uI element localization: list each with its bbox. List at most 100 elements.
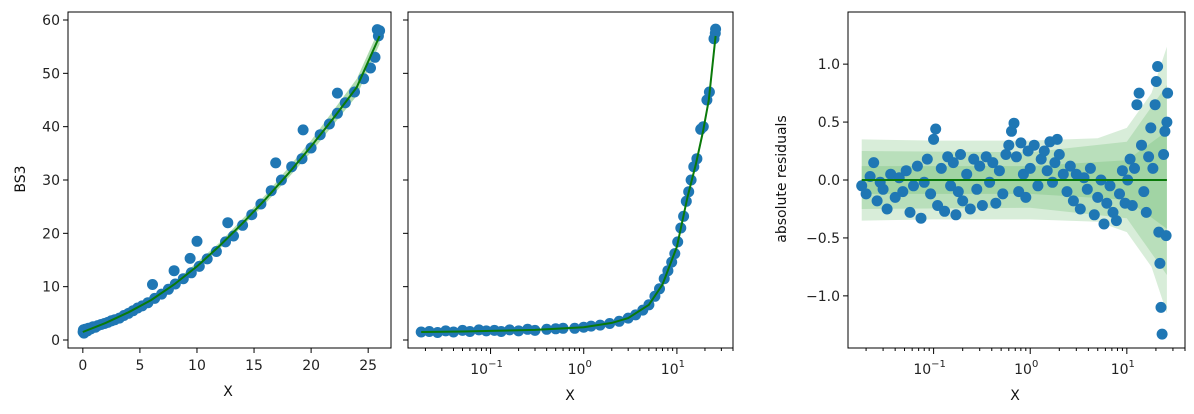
panel2-ylabel: absolute residuals (774, 115, 790, 242)
panel-log-fit: 10−1 100 101 (403, 11, 734, 378)
data-point (1126, 200, 1138, 211)
data-point (1041, 165, 1053, 177)
ytick-label-0-0: 0 (51, 333, 60, 349)
data-point (950, 209, 962, 221)
data-point (918, 176, 930, 188)
data-point (1152, 61, 1164, 72)
data-point (1074, 203, 1086, 215)
plot-frame-2 (847, 11, 1186, 349)
data-point (1020, 191, 1032, 203)
ytick-label-0-3: 30 (42, 173, 60, 189)
data-point (1138, 186, 1150, 198)
ytick-label-0-5: 50 (42, 66, 60, 82)
data-point (885, 168, 897, 180)
data-point (952, 186, 964, 198)
fit-line (82, 35, 381, 333)
data-point (365, 62, 376, 74)
data-point (945, 180, 957, 192)
plot-area-1 (415, 23, 722, 338)
xtick-label-0-0: 0 (78, 358, 87, 374)
data-point (1008, 117, 1020, 129)
data-point (1078, 172, 1090, 184)
data-point (871, 195, 883, 207)
panel1-xlabel: X (565, 388, 575, 404)
data-point (1136, 139, 1147, 151)
data-point (1003, 139, 1015, 151)
data-point (710, 23, 722, 35)
data-point (889, 191, 901, 203)
ytick-label-0-4: 40 (42, 120, 60, 136)
data-point (1133, 87, 1145, 99)
data-point (1098, 218, 1110, 230)
data-point (1092, 191, 1104, 203)
ytick-label-2-1: −0.5 (806, 231, 840, 247)
data-point (1124, 153, 1136, 165)
plot-area-0 (77, 24, 386, 339)
data-point (1150, 76, 1162, 87)
data-point (987, 157, 999, 169)
ytick-label-0-2: 20 (42, 226, 60, 242)
plot-frame-0 (67, 11, 392, 349)
ytick-label-2-3: 0.5 (818, 115, 840, 131)
data-point (1159, 125, 1171, 137)
data-point (191, 235, 203, 247)
data-point (997, 188, 1009, 200)
data-point (286, 161, 298, 173)
data-point (1057, 168, 1069, 180)
xtick-label-1-1: 100 (568, 359, 592, 378)
data-point (1081, 183, 1093, 195)
xtick-label-0-5: 25 (359, 358, 377, 374)
data-point (908, 180, 919, 192)
data-point (297, 124, 309, 136)
data-point (1000, 149, 1012, 160)
data-point (265, 185, 277, 197)
data-point (930, 123, 942, 135)
data-point (984, 176, 996, 188)
data-point (1032, 180, 1044, 192)
data-point (877, 183, 889, 195)
data-point (1067, 195, 1079, 207)
data-point (1047, 176, 1058, 188)
data-point (1101, 197, 1113, 209)
data-point (1116, 165, 1128, 177)
data-point (222, 217, 234, 229)
data-point (900, 165, 912, 177)
data-point (1140, 206, 1152, 218)
data-point (228, 230, 239, 242)
data-point (168, 265, 180, 277)
data-point (1161, 116, 1173, 128)
plot-frame-1 (407, 11, 734, 349)
panel-residuals: −1.0 −0.5 0.0 0.5 1.0 10−1 100 101 (806, 11, 1186, 378)
data-point (921, 153, 933, 165)
xtick-label-0-4: 20 (302, 358, 320, 374)
ytick-label-0-6: 60 (42, 13, 60, 29)
data-point (964, 203, 976, 215)
data-point (201, 253, 213, 265)
data-point (947, 157, 959, 169)
data-point (1162, 87, 1174, 99)
data-point (971, 183, 983, 195)
data-point (915, 212, 927, 224)
data-point (1149, 99, 1161, 111)
data-point (925, 188, 937, 200)
xtick-label-1-0: 10−1 (470, 359, 503, 378)
ytick-label-0-1: 10 (42, 280, 60, 296)
data-point (1064, 160, 1076, 172)
data-point (185, 267, 197, 279)
data-point (957, 195, 969, 207)
data-point (1038, 145, 1050, 157)
data-point (1147, 162, 1159, 174)
data-point (860, 188, 872, 200)
data-point (961, 168, 973, 180)
data-point (911, 160, 923, 172)
data-point (1015, 137, 1027, 149)
panel0-xlabel: X (223, 384, 233, 400)
panel2-xlabel: X (1010, 388, 1020, 404)
data-point (1104, 180, 1116, 192)
data-point (1010, 151, 1022, 163)
data-point (1061, 186, 1073, 198)
xtick-label-0-2: 10 (188, 358, 206, 374)
data-point (1154, 257, 1166, 269)
data-point (371, 24, 383, 36)
